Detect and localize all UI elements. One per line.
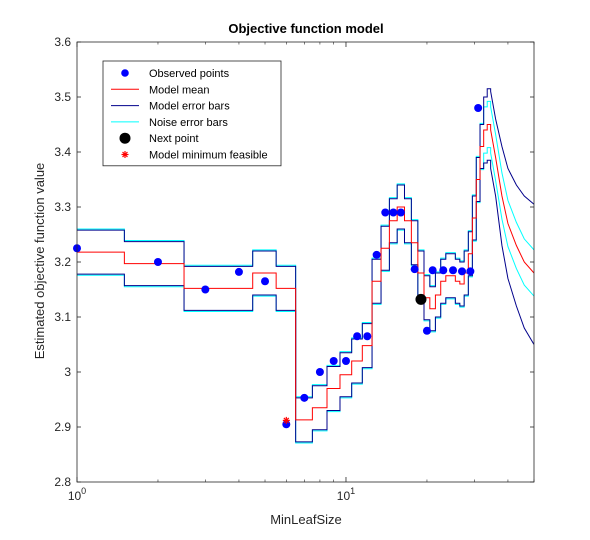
y-tick-label: 2.9 (54, 420, 71, 434)
legend-label: Model minimum feasible (149, 150, 268, 162)
y-tick-label: 2.8 (54, 475, 71, 489)
y-tick-label: 3.2 (54, 255, 71, 269)
legend-swatch (121, 151, 129, 158)
observed-point (466, 267, 475, 276)
model-upper-line (77, 88, 534, 399)
axes: 2.8 2.9 3 3.1 3.2 3.3 3.4 3.5 3.6 100 101 (54, 35, 535, 503)
x-tick-label: 101 (337, 486, 355, 503)
observed-point (353, 332, 362, 341)
legend-label: Next point (149, 133, 199, 145)
legend-box (102, 60, 282, 167)
y-tick-label: 3.6 (54, 35, 71, 49)
observed-point (153, 258, 162, 266)
legend-entry-noise_err: Noise error bars (111, 117, 228, 129)
model-mean-line (77, 124, 534, 421)
x-tick-label: 100 (68, 486, 86, 503)
observed-point (422, 326, 431, 335)
observed-point (234, 267, 243, 276)
x-axis-label: MinLeafSize (270, 512, 342, 527)
next-point (415, 293, 427, 305)
observed-point (372, 250, 381, 259)
observed-point (396, 208, 405, 217)
y-axis-label: Estimated objective function value (32, 163, 47, 360)
observed-point (329, 357, 338, 365)
observed-point (410, 265, 419, 274)
observed-point (341, 357, 350, 365)
observed-point (300, 393, 309, 402)
y-tick-label: 3.1 (54, 310, 71, 324)
observed-point (449, 266, 458, 275)
observed-point (201, 285, 210, 294)
legend-label: Model mean (149, 84, 210, 96)
legend-entry-next: Next point (119, 132, 199, 145)
legend-entry-model_err: Model error bars (111, 101, 230, 113)
legend-swatch (119, 132, 131, 144)
legend-label: Observed points (149, 68, 230, 80)
y-tick-label: 3 (64, 365, 71, 379)
legend-label: Noise error bars (149, 117, 228, 129)
observed-point (439, 266, 448, 275)
legend-entry-mean: Model mean (111, 84, 210, 96)
observed-point (381, 208, 390, 217)
legend-swatch (121, 69, 129, 77)
observed-point (261, 277, 270, 286)
y-tick-label: 3.4 (54, 145, 71, 159)
y-tick-label: 3.5 (54, 90, 71, 104)
observed-point (458, 267, 467, 276)
observed-point (315, 368, 324, 376)
y-tick-label: 3.3 (54, 200, 71, 214)
legend-entry-minimum: Model minimum feasible (121, 150, 268, 162)
observed-point (474, 104, 483, 112)
legend-label: Model error bars (149, 101, 230, 113)
model-minimum-point (282, 416, 290, 424)
observed-point (363, 332, 372, 341)
chart-title: Objective function model (228, 21, 383, 36)
legend: Observed points Model mean Model error bar… (102, 60, 282, 167)
legend-entry-observed: Observed points (121, 68, 230, 80)
model-curves (77, 88, 534, 444)
observed-point (428, 266, 437, 275)
observed-point (389, 208, 398, 217)
